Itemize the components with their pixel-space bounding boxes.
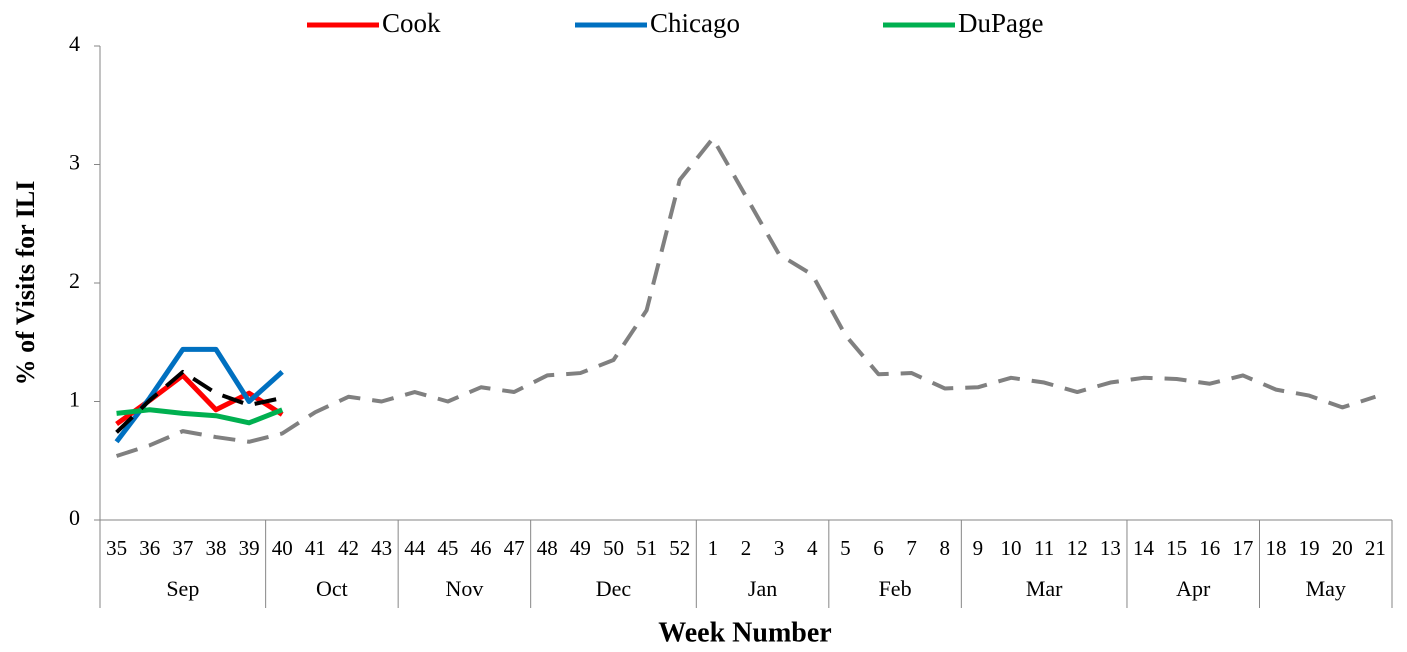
group-label: Feb [879, 576, 912, 601]
x-tick-label: 39 [239, 536, 260, 560]
x-tick-label: 6 [873, 536, 884, 560]
y-tick-label: 2 [69, 268, 80, 293]
x-tick-label: 11 [1034, 536, 1054, 560]
x-tick-label: 40 [272, 536, 293, 560]
x-tick-label: 14 [1133, 536, 1155, 560]
group-label: Apr [1176, 576, 1211, 601]
x-tick-label: 8 [940, 536, 951, 560]
x-tick-label: 3 [774, 536, 785, 560]
x-tick-label: 7 [906, 536, 917, 560]
x-tick-label: 47 [504, 536, 525, 560]
x-tick-label: 50 [603, 536, 624, 560]
x-tick-label: 15 [1166, 536, 1187, 560]
y-tick-label: 4 [69, 31, 80, 56]
x-tick-label: 9 [973, 536, 984, 560]
x-tick-label: 20 [1332, 536, 1353, 560]
group-label: Nov [445, 576, 483, 601]
legend-label: Chicago [650, 8, 740, 38]
x-tick-label: 35 [106, 536, 127, 560]
x-tick-label: 21 [1365, 536, 1386, 560]
group-label: Mar [1026, 576, 1063, 601]
x-tick-label: 52 [669, 536, 690, 560]
x-axis-label: Week Number [658, 617, 831, 648]
series-line [116, 407, 284, 426]
x-tick-label: 16 [1199, 536, 1220, 560]
group-label: Oct [316, 576, 348, 601]
y-tick-label: 0 [69, 505, 80, 530]
x-tick-label: 1 [708, 536, 719, 560]
series-line [115, 136, 1377, 458]
x-tick-label: 2 [741, 536, 752, 560]
x-tick-label: 12 [1067, 536, 1088, 560]
x-tick-label: 19 [1299, 536, 1320, 560]
x-tick-label: 4 [807, 536, 818, 560]
y-tick-label: 3 [69, 150, 80, 175]
y-tick-label: 1 [69, 387, 80, 412]
group-label: May [1306, 576, 1346, 601]
x-tick-label: 44 [404, 536, 426, 560]
x-tick-label: 49 [570, 536, 591, 560]
legend-label: Cook [382, 8, 441, 38]
x-tick-label: 10 [1001, 536, 1022, 560]
x-tick-label: 46 [470, 536, 491, 560]
x-tick-label: 43 [371, 536, 392, 560]
x-tick-label: 18 [1266, 536, 1287, 560]
x-tick-label: 41 [305, 536, 326, 560]
x-tick-label: 51 [636, 536, 657, 560]
x-tick-label: 48 [537, 536, 558, 560]
x-tick-label: 13 [1100, 536, 1121, 560]
x-tick-label: 36 [139, 536, 160, 560]
x-tick-label: 37 [172, 536, 193, 560]
x-tick-label: 5 [840, 536, 851, 560]
y-axis-label: % of Visits for ILI [11, 181, 40, 386]
group-label: Dec [596, 576, 632, 601]
x-tick-label: 42 [338, 536, 359, 560]
series-line [115, 369, 283, 434]
group-label: Sep [166, 576, 199, 601]
group-label: Jan [748, 576, 777, 601]
x-tick-label: 17 [1232, 536, 1253, 560]
legend-label: DuPage [958, 8, 1043, 38]
x-tick-label: 45 [437, 536, 458, 560]
x-tick-label: 38 [205, 536, 226, 560]
